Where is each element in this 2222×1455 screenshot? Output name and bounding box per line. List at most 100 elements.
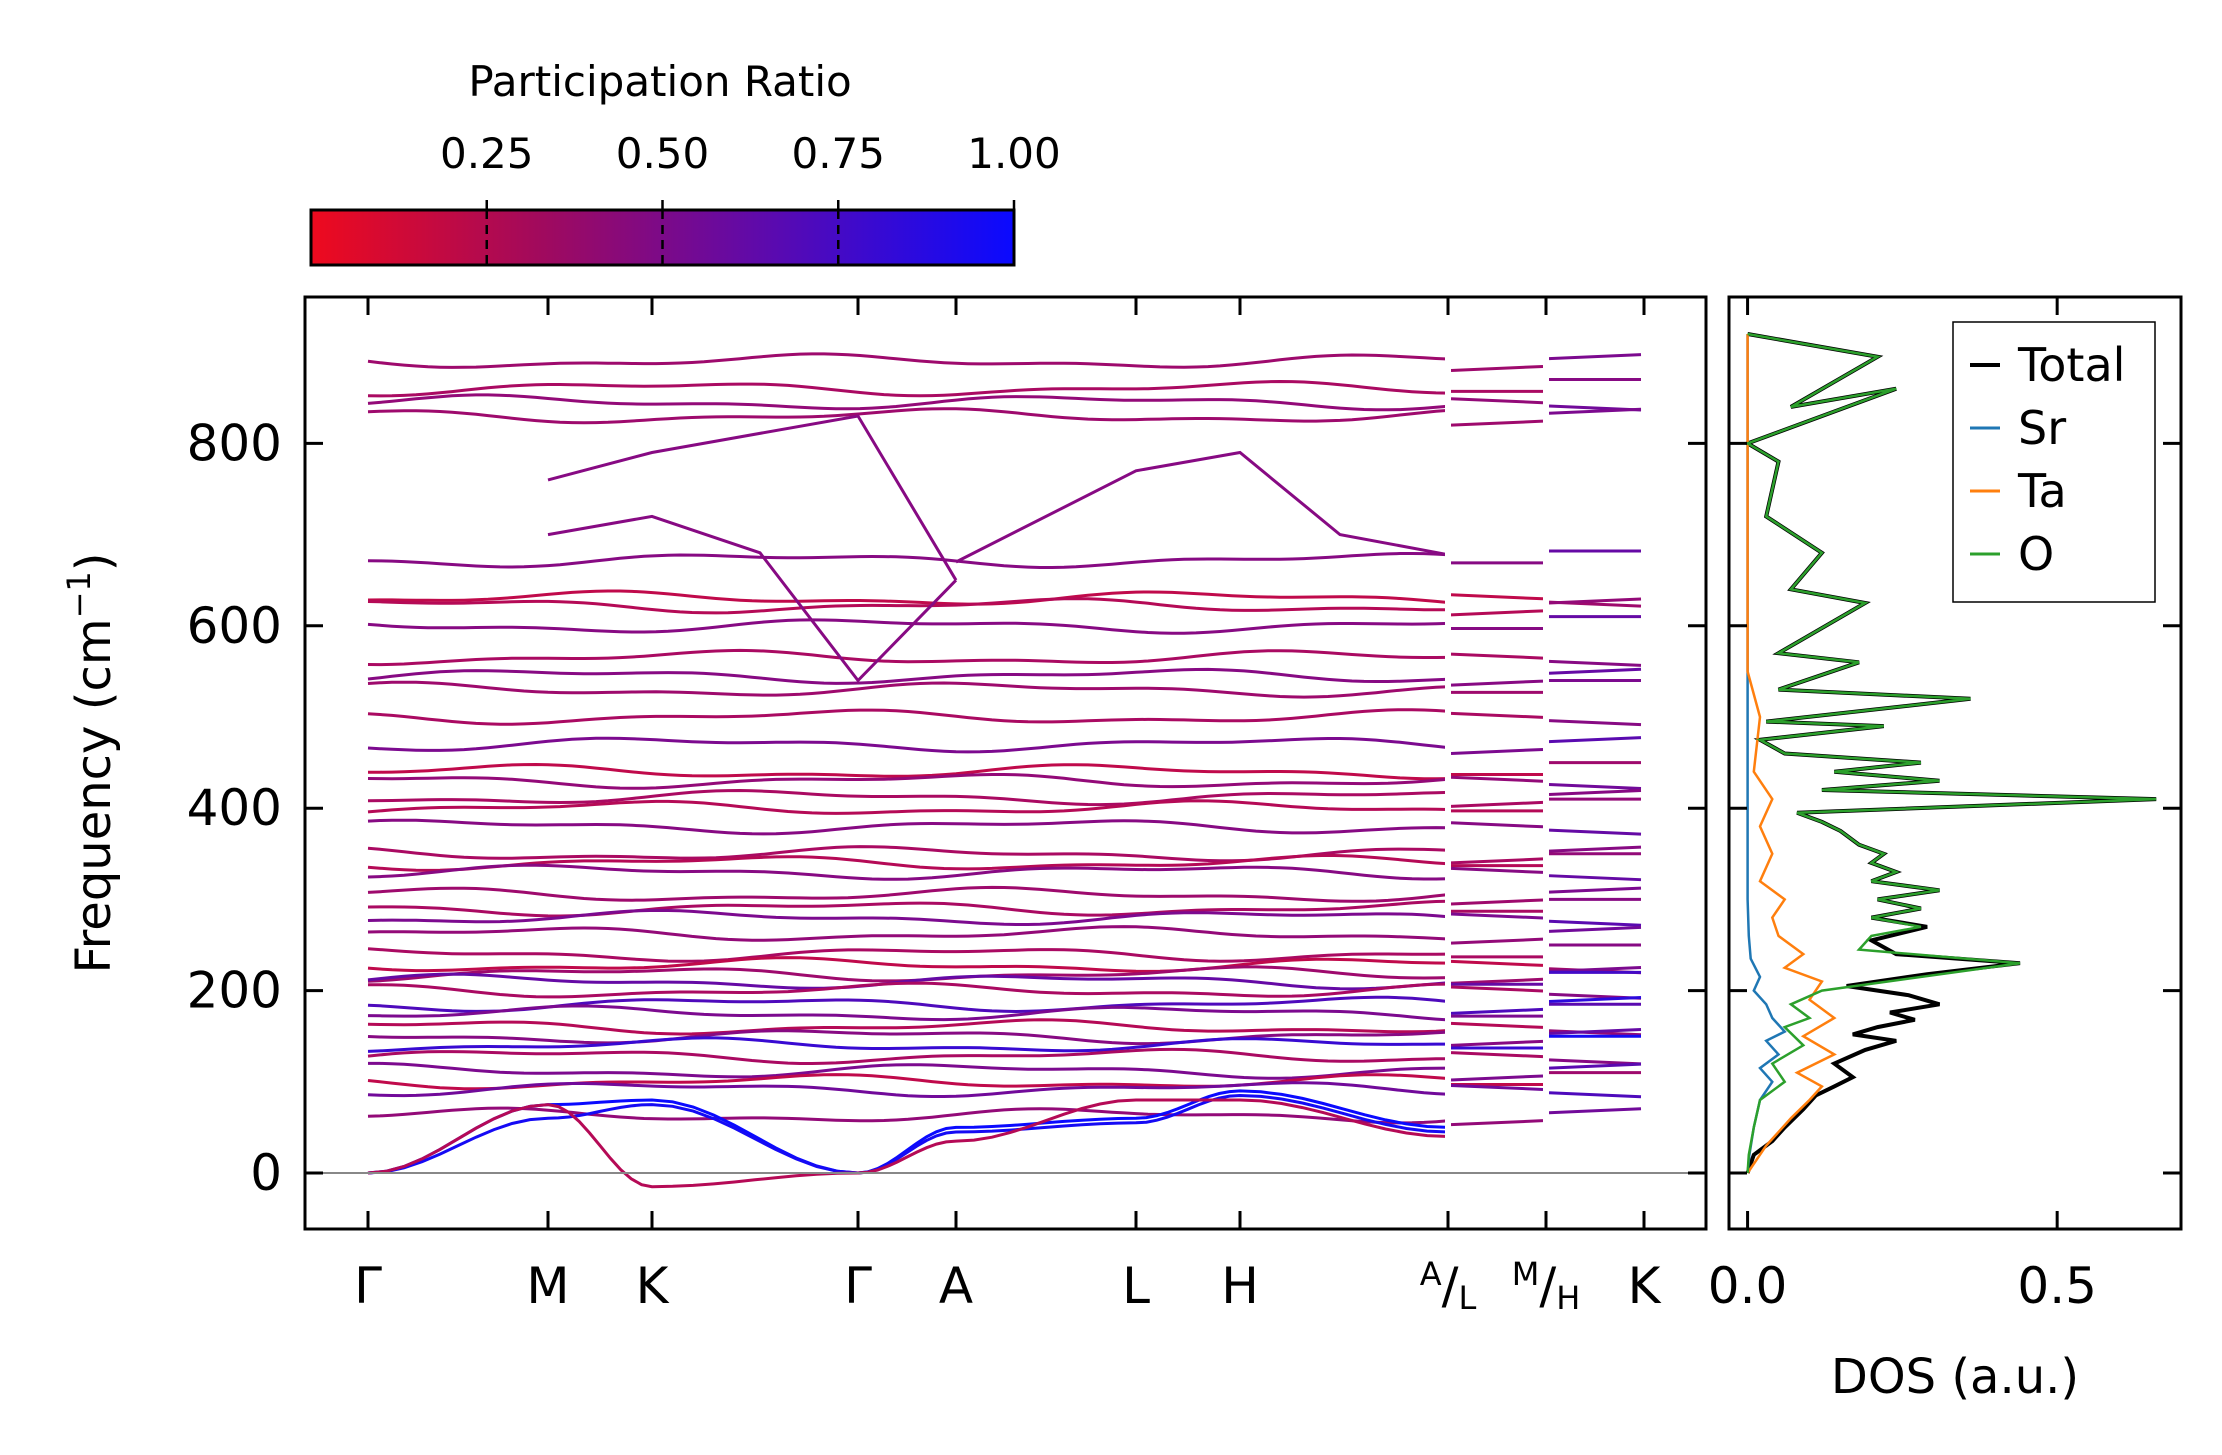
colorbar: Participation Ratio 0.25 0.50 0.75 1.00 [309, 57, 1061, 267]
legend: Total Sr Ta O [1952, 321, 2156, 603]
y-tick-label: 400 [187, 779, 282, 837]
band-line-short [1450, 609, 1544, 617]
colorbar-label: Participation Ratio [468, 57, 851, 106]
y-tick-label: 800 [187, 414, 282, 472]
band-line-short [1450, 397, 1544, 405]
legend-label: Total [2017, 338, 2125, 392]
band-line-short [1450, 775, 1544, 783]
colorbar-tick-label: 0.75 [791, 129, 885, 178]
band-line-short [1450, 800, 1544, 808]
legend-label: Ta [2017, 464, 2067, 518]
band-line-short [1450, 364, 1544, 372]
band-line-short [1450, 866, 1544, 874]
band-line-short [1548, 667, 1642, 675]
band-line [367, 1081, 1449, 1098]
y-tick-label: 0 [250, 1144, 282, 1202]
k-label-upper: M [1512, 1255, 1540, 1293]
dos-ticks: 0.0 0.5 [1688, 297, 2181, 1315]
colorbar-tick-label: 1.00 [967, 129, 1061, 178]
band-lines [367, 352, 1642, 1189]
dos-series-o [1744, 332, 2157, 1174]
band-line [367, 589, 1449, 606]
band-line [367, 1018, 1449, 1036]
acoustic-branch [367, 1089, 1449, 1175]
band-line-short [1450, 593, 1544, 601]
band-line-short [1548, 1062, 1642, 1070]
band-line-short [1548, 659, 1642, 667]
band-line [367, 863, 1449, 881]
k-label: Γ [844, 1257, 872, 1315]
band-line-short [1450, 679, 1544, 687]
k-label: M [526, 1257, 569, 1315]
dos-lines [1742, 332, 2157, 1174]
band-line-short [1450, 821, 1544, 829]
dos-x-axis-label: DOS (a.u.) [1831, 1349, 2079, 1405]
band-line [368, 762, 1449, 781]
band-line [368, 1061, 1449, 1080]
band-line-short [1548, 353, 1642, 361]
band-line-short [1450, 898, 1544, 906]
band-line-short [1450, 1039, 1544, 1047]
band-line-short [1450, 419, 1544, 427]
optical-branch [955, 450, 1449, 564]
band-line-short [1450, 857, 1544, 865]
band-line-short [1548, 925, 1642, 933]
k-label-lower: L [1458, 1279, 1476, 1317]
k-label: K [1628, 1257, 1662, 1315]
k-label-upper: A [1420, 1255, 1442, 1293]
band-line [367, 972, 1449, 991]
band-line-short [1548, 1058, 1642, 1066]
acoustic-branch [367, 1093, 1449, 1175]
acoustic-branch [367, 1098, 1449, 1189]
legend-label: O [2018, 527, 2054, 581]
band-line-short [1450, 1083, 1544, 1091]
band-line [367, 1004, 1449, 1022]
band-line-short [1548, 782, 1642, 790]
band-line-short [1450, 937, 1544, 945]
dos-axes-frame [1727, 295, 2183, 1231]
band-line-short [1548, 1027, 1642, 1035]
band-line [367, 956, 1449, 973]
band-line-short [1450, 652, 1544, 660]
band-line [367, 708, 1449, 726]
band-line-short [1450, 977, 1544, 985]
band-line [367, 799, 1449, 815]
band-line [367, 925, 1449, 942]
band-line-short [1548, 996, 1642, 1004]
legend-label: Sr [2018, 401, 2066, 455]
band-line [367, 597, 1448, 615]
band-line-short [1548, 965, 1642, 973]
band-line [367, 667, 1449, 685]
k-label: H [1221, 1257, 1259, 1315]
dos-series-ta [1746, 334, 1837, 1174]
band-line [367, 352, 1449, 369]
band-line-short [1450, 985, 1544, 993]
band-line [367, 773, 1449, 790]
band-line-short [1548, 919, 1642, 927]
optical-branch [547, 514, 958, 683]
band-line-short [1548, 845, 1642, 853]
band-line [367, 845, 1449, 863]
band-line-short [1450, 1007, 1544, 1015]
dos-panel: 0.0 0.5 DOS (a.u.) Total Sr Ta O [1688, 295, 2183, 1405]
band-line [367, 393, 1449, 412]
colorbar-tick-label: 0.50 [616, 129, 710, 178]
band-line [367, 736, 1449, 754]
dos-x-tick-label: 0.5 [2017, 1257, 2097, 1315]
legend-items: Total Sr Ta O [1970, 338, 2125, 581]
band-line [367, 853, 1449, 872]
k-label: Γ [354, 1257, 382, 1315]
band-line [367, 1047, 1449, 1065]
band-line [367, 818, 1449, 836]
band-line-short [1548, 407, 1642, 415]
band-line-short [1548, 886, 1642, 894]
k-label-slash: / [1539, 1257, 1556, 1315]
k-label: L [1122, 1257, 1150, 1315]
band-line [367, 788, 1449, 807]
band-line [367, 648, 1449, 667]
band-line-short [1548, 1107, 1642, 1115]
band-line-short [1548, 719, 1642, 727]
band-line [367, 899, 1449, 918]
